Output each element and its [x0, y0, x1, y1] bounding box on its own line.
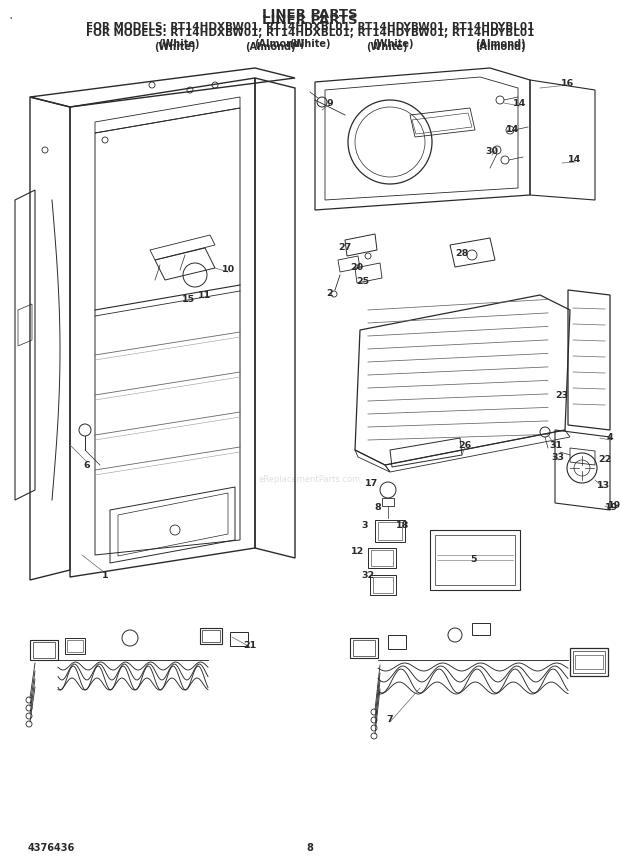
Text: 22: 22	[598, 455, 611, 464]
Bar	[33, 642, 55, 658]
Text: 1: 1	[102, 571, 108, 579]
Text: 4: 4	[607, 433, 613, 443]
Text: 19: 19	[608, 500, 620, 510]
Bar	[575, 655, 603, 669]
Text: (Almond): (Almond)	[245, 42, 295, 52]
Text: 31: 31	[549, 441, 562, 449]
Text: 12: 12	[352, 548, 365, 556]
Text: 3: 3	[361, 521, 368, 530]
Text: 11: 11	[198, 290, 211, 300]
Text: 30: 30	[485, 147, 498, 157]
Text: 20: 20	[350, 263, 363, 272]
Bar	[373, 577, 393, 593]
Bar	[573, 651, 605, 673]
Bar	[368, 548, 396, 568]
Text: (White): (White)	[154, 42, 196, 52]
Text: LINER PARTS: LINER PARTS	[262, 14, 358, 27]
Text: (White): (White)	[366, 42, 408, 52]
Text: 27: 27	[339, 243, 352, 251]
Text: 17: 17	[365, 480, 379, 488]
Bar	[382, 498, 394, 506]
Text: 26: 26	[458, 441, 472, 449]
Bar	[202, 630, 220, 642]
Text: FOR MODELS: RT14HDXBW01, RT14HDXBL01, RT14HDYBW01, RT14HDYBL01: FOR MODELS: RT14HDXBW01, RT14HDXBL01, RT…	[86, 22, 534, 32]
Text: 25: 25	[356, 277, 370, 287]
Bar	[371, 550, 393, 566]
Text: 18: 18	[396, 522, 410, 530]
Bar	[370, 575, 396, 595]
Text: eReplacementParts.com: eReplacementParts.com	[259, 475, 361, 485]
Text: (Almond): (Almond)	[254, 39, 304, 49]
Bar	[375, 520, 405, 542]
Text: 7: 7	[387, 715, 393, 724]
Bar	[472, 623, 490, 635]
Text: 8: 8	[306, 843, 314, 853]
Text: 8: 8	[374, 504, 381, 512]
Bar	[378, 522, 402, 540]
Text: 13: 13	[596, 480, 609, 490]
Text: (White): (White)	[290, 39, 330, 49]
Text: 6: 6	[84, 461, 91, 469]
Text: 28: 28	[455, 249, 469, 257]
Bar	[570, 648, 608, 676]
Text: (Almond): (Almond)	[475, 42, 525, 52]
Text: 14: 14	[513, 98, 526, 108]
Text: 4376436: 4376436	[28, 843, 75, 853]
Text: 14: 14	[507, 126, 520, 134]
Bar	[200, 628, 222, 644]
Bar	[230, 632, 248, 646]
Text: 5: 5	[471, 555, 477, 565]
Text: (White): (White)	[372, 39, 414, 49]
Text: 33: 33	[552, 454, 564, 462]
Text: 2: 2	[327, 289, 334, 299]
Bar	[353, 640, 375, 656]
Bar	[388, 635, 406, 649]
Text: 15: 15	[182, 295, 195, 305]
Text: 10: 10	[221, 265, 234, 275]
Text: 9: 9	[327, 98, 334, 108]
Text: 21: 21	[244, 641, 257, 649]
Bar	[30, 640, 58, 660]
Text: 14: 14	[569, 156, 582, 164]
Text: (Almond): (Almond)	[475, 39, 525, 49]
Text: 16: 16	[561, 78, 575, 88]
Text: 23: 23	[556, 391, 569, 400]
Text: ·: ·	[8, 12, 12, 26]
Bar	[67, 640, 83, 652]
Bar	[350, 638, 378, 658]
Text: 19: 19	[605, 504, 619, 512]
Bar	[65, 638, 85, 654]
Text: (White): (White)	[158, 39, 200, 49]
Text: FOR MODELS: RT14HDXBW01, RT14HDXBL01, RT14HDYBW01, RT14HDYBL01: FOR MODELS: RT14HDXBW01, RT14HDXBL01, RT…	[86, 28, 534, 38]
Text: 32: 32	[361, 572, 374, 580]
Text: LINER PARTS: LINER PARTS	[262, 8, 358, 21]
